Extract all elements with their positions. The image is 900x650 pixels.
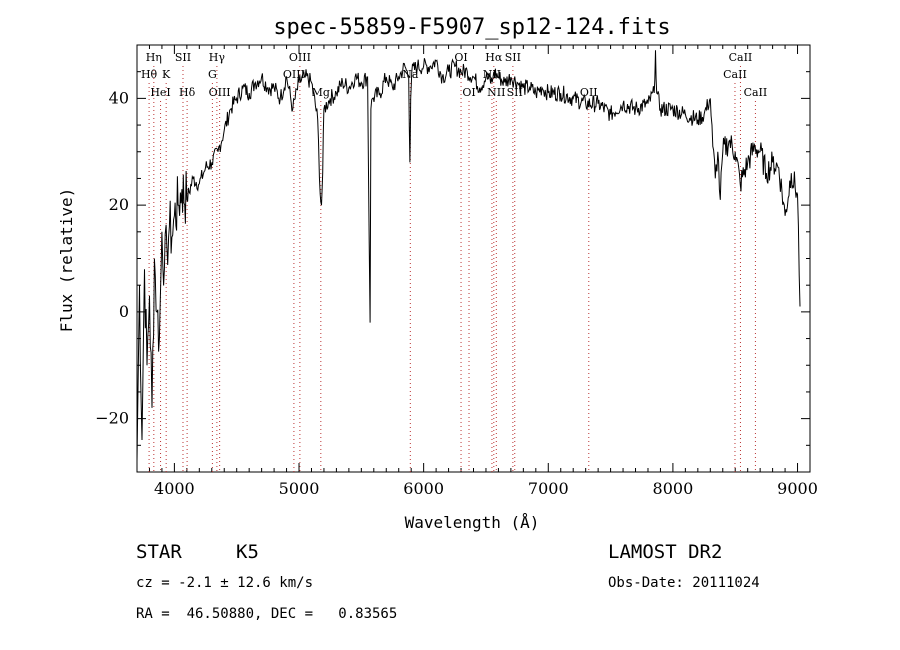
line-label: OIII (283, 68, 305, 81)
observation-date: Obs-Date: 20111024 (608, 575, 760, 591)
line-label: SII (505, 51, 521, 64)
y-tick-label: 0 (119, 302, 129, 321)
line-label: Mg (312, 86, 330, 99)
line-label: CaII (723, 68, 747, 81)
line-label: OIII (209, 86, 231, 99)
x-tick-label: 9000 (777, 479, 818, 498)
line-label: Hη (146, 51, 162, 64)
plot-frame (136, 44, 811, 473)
y-tick-label: 40 (109, 88, 129, 107)
line-label: Hθ (141, 68, 158, 81)
line-label: G (208, 68, 217, 81)
survey-name: LAMOST DR2 (608, 541, 723, 563)
line-label: CaII (744, 86, 768, 99)
line-labels: Hη Hθ HeI SII K Hδ Hγ G OIII OIII OIII Mg Na OI OI Hα NI… (141, 51, 767, 99)
chart-title: spec-55859-F5907_sp12-124.fits (273, 15, 670, 40)
line-label: NII (487, 86, 505, 99)
y-axis-label: Flux (relative) (57, 188, 76, 333)
emission-line-markers (148, 66, 756, 472)
line-label: NII (483, 68, 501, 81)
line-label: OII (580, 86, 598, 99)
object-class: STAR (136, 541, 182, 563)
x-tick-label: 4000 (154, 479, 195, 498)
line-label: Na (402, 68, 419, 81)
line-label: CaII (729, 51, 753, 64)
line-label: HeI (150, 86, 170, 99)
line-label: SII (175, 51, 191, 64)
line-label: Hγ (209, 51, 226, 64)
x-tick-label: 6000 (403, 479, 444, 498)
line-label: OI (462, 86, 475, 99)
line-label: Hα (485, 51, 503, 64)
redshift-cz: cz = -2.1 ± 12.6 km/s (136, 575, 314, 591)
spectrum-line (136, 50, 801, 462)
line-label: K (162, 68, 171, 81)
x-tick-label: 8000 (653, 479, 694, 498)
coordinates: RA = 46.50880, DEC = 0.83565 (136, 606, 398, 622)
object-subclass: K5 (236, 541, 259, 563)
plot-axes: 4000 5000 6000 7000 8000 9000 −20 0 20 40 (95, 44, 818, 498)
y-tick-label: 20 (109, 195, 129, 214)
line-label: OIII (289, 51, 311, 64)
x-tick-label: 7000 (528, 479, 569, 498)
x-axis-label: Wavelength (Å) (405, 513, 540, 532)
y-tick-label: −20 (95, 409, 129, 428)
line-label: SII (507, 86, 523, 99)
line-label: OI (454, 51, 467, 64)
line-label: Hδ (179, 86, 196, 99)
x-tick-label: 5000 (279, 479, 320, 498)
